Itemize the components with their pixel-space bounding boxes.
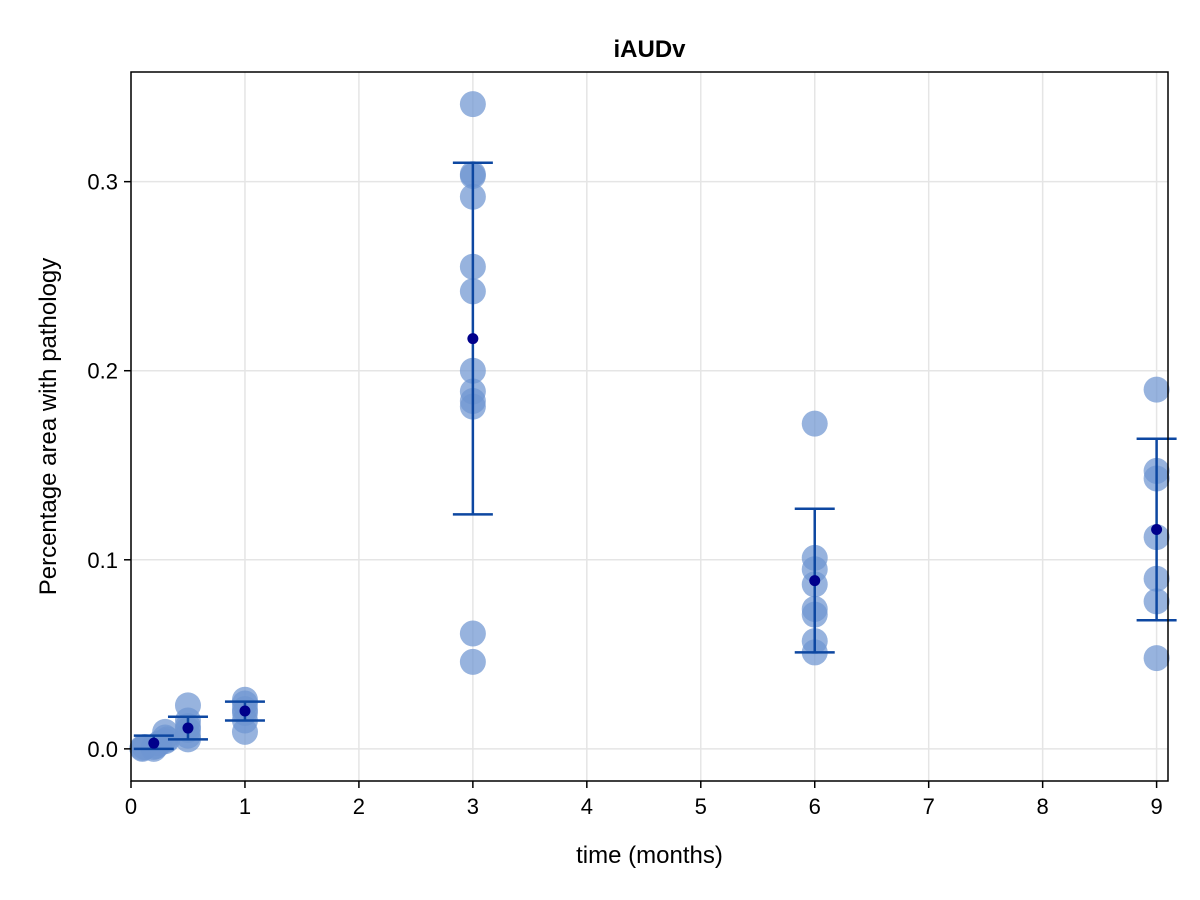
mean-point	[182, 722, 194, 734]
y-tick-label: 0.3	[87, 170, 118, 195]
grid	[130, 72, 1168, 781]
data-point	[459, 648, 486, 675]
x-tick-label: 2	[353, 794, 365, 819]
mean-markers	[148, 333, 1163, 749]
axis-ticks: 0 1 2 3 4 5 6 7 8 9 0.0 0.1 0.2 0.3	[87, 170, 1162, 819]
x-tick-label: 7	[923, 794, 935, 819]
mean-point	[809, 575, 821, 587]
x-tick-label: 5	[695, 794, 707, 819]
data-point	[459, 91, 486, 118]
chart-title: iAUDv	[613, 36, 686, 63]
data-point	[1143, 645, 1170, 672]
mean-point	[239, 705, 251, 717]
x-tick-label: 6	[809, 794, 821, 819]
y-tick-label: 0.2	[87, 359, 118, 384]
x-tick-label: 8	[1037, 794, 1049, 819]
x-tick-label: 9	[1150, 794, 1162, 819]
x-tick-label: 1	[239, 794, 251, 819]
mean-point	[148, 737, 160, 749]
data-point	[801, 410, 828, 437]
y-tick-label: 0.0	[87, 737, 118, 762]
x-axis-label: time (months)	[576, 842, 723, 869]
data-point	[459, 620, 486, 647]
data-point	[1143, 376, 1170, 403]
data-point	[154, 726, 181, 753]
x-tick-label: 3	[467, 794, 479, 819]
y-tick-label: 0.1	[87, 548, 118, 573]
mean-point	[1151, 524, 1163, 536]
plot-frame	[130, 71, 1169, 782]
x-tick-label: 4	[581, 794, 593, 819]
mean-point	[467, 333, 479, 345]
y-axis-label: Percentage area with pathology	[35, 258, 62, 596]
x-tick-label: 0	[125, 794, 137, 819]
data-point	[231, 718, 258, 745]
